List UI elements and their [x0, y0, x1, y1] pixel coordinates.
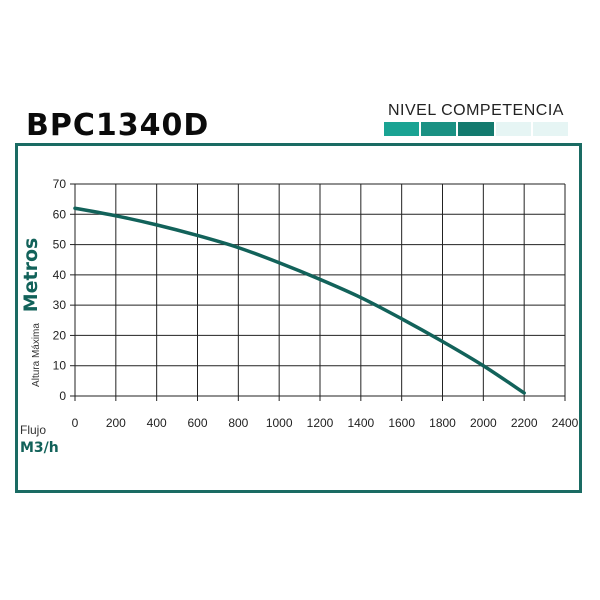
x-tick-label-800: 800 [228, 416, 248, 430]
model-title: BPC1340D [26, 108, 210, 143]
x-axis-label: Flujo [20, 423, 46, 437]
pump-curve-line [73, 206, 526, 395]
grid [70, 183, 566, 401]
x-tick-label-0: 0 [72, 416, 79, 430]
y-tick-label-30: 30 [53, 298, 67, 312]
y-tick-labels: 0 10 20 30 40 50 60 70 [53, 177, 67, 403]
x-tick-label-1800: 1800 [429, 416, 456, 430]
x-tick-label-2400: 2400 [552, 416, 579, 430]
x-tick-label-1400: 1400 [347, 416, 374, 430]
level-segment-4 [495, 122, 531, 136]
y-tick-label-0: 0 [59, 389, 66, 403]
x-tick-label-400: 400 [147, 416, 167, 430]
y-tick-label-60: 60 [53, 207, 67, 221]
level-segment-1 [384, 122, 420, 136]
y-tick-label-50: 50 [53, 238, 67, 252]
x-tick-label-2200: 2200 [511, 416, 538, 430]
x-tick-label-1600: 1600 [388, 416, 415, 430]
level-segment-5 [532, 122, 569, 136]
y-axis-label-small: Altura Máxima [31, 323, 42, 387]
level-segment-2 [421, 122, 457, 136]
y-tick-label-70: 70 [53, 177, 67, 191]
level-segment-3 [458, 122, 494, 136]
x-axis-unit: M3/h [20, 440, 59, 456]
x-tick-label-1000: 1000 [266, 416, 293, 430]
competition-level-label: NIVEL COMPETENCIA [388, 102, 564, 119]
y-tick-label-20: 20 [53, 328, 67, 342]
x-tick-label-200: 200 [106, 416, 126, 430]
competition-level-bar [384, 122, 569, 136]
x-tick-labels: 0 200 400 600 800 1000 1200 1400 1600 1800 2000 220… [72, 416, 579, 430]
x-tick-label-2000: 2000 [470, 416, 497, 430]
y-axis-label-big: Metros [20, 238, 42, 313]
y-tick-label-40: 40 [53, 268, 67, 282]
x-tick-label-600: 600 [187, 416, 207, 430]
y-tick-label-10: 10 [53, 359, 67, 373]
x-tick-label-1200: 1200 [307, 416, 334, 430]
chart-frame [15, 143, 582, 493]
curve-layer [73, 206, 526, 395]
